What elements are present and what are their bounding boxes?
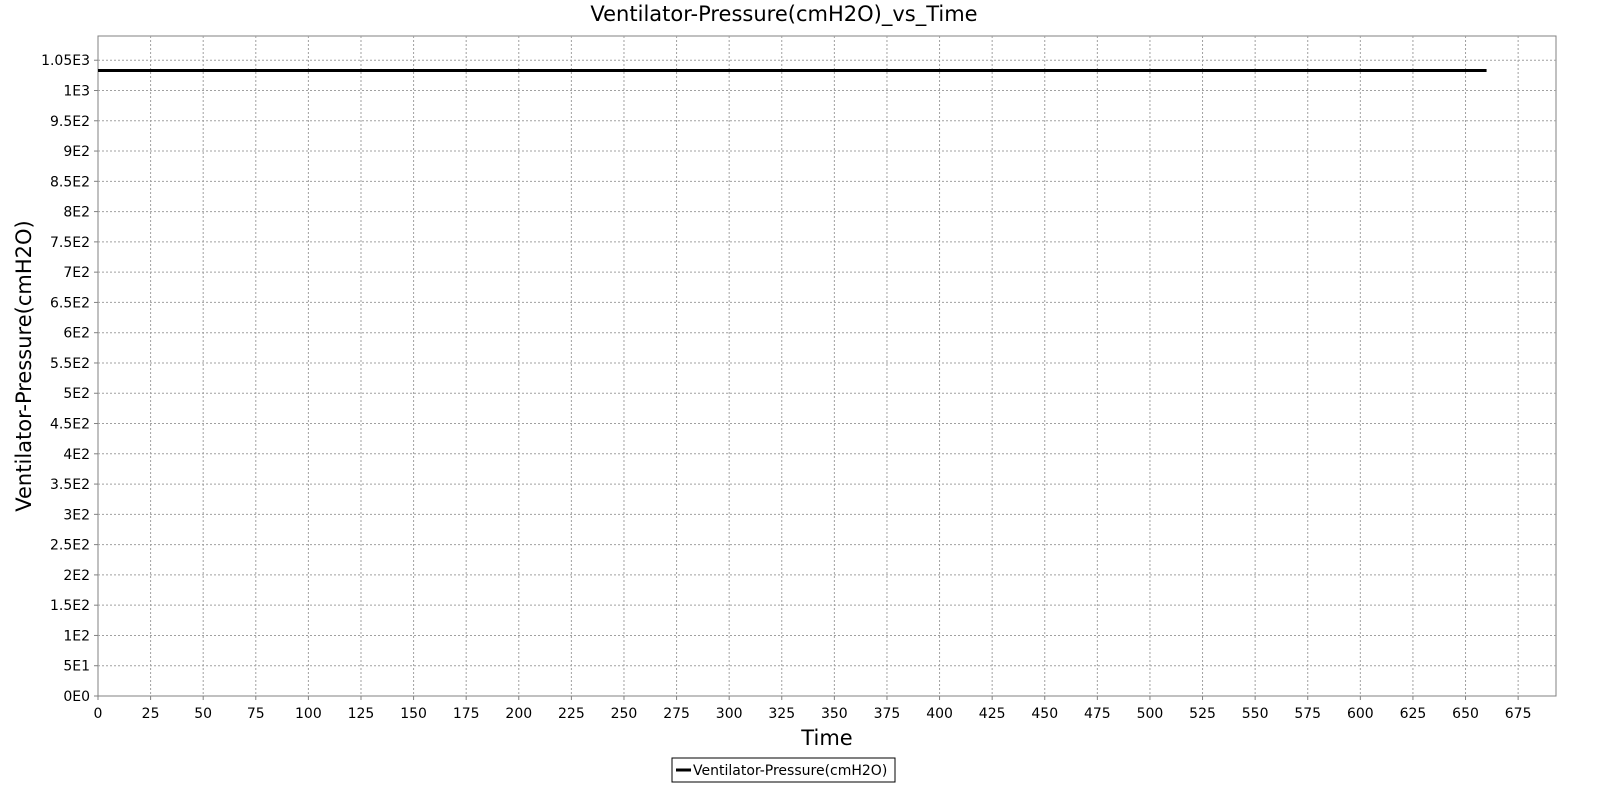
x-tick-label: 125 <box>348 706 375 722</box>
x-tick-label: 150 <box>400 706 427 722</box>
x-tick-label: 250 <box>611 706 638 722</box>
x-tick-label: 0 <box>94 706 103 722</box>
chart-title: Ventilator-Pressure(cmH2O)_vs_Time <box>590 2 977 27</box>
y-tick-label: 5.5E2 <box>50 356 90 372</box>
y-tick-label: 8.5E2 <box>50 174 90 190</box>
y-tick-label: 1E2 <box>63 628 90 644</box>
x-tick-label: 600 <box>1347 706 1374 722</box>
y-axis-title: Ventilator-Pressure(cmH2O) <box>12 220 36 511</box>
legend: Ventilator-Pressure(cmH2O) <box>671 757 896 783</box>
y-tick-label: 1E3 <box>63 83 90 99</box>
x-tick-label: 225 <box>558 706 585 722</box>
x-tick-label: 575 <box>1294 706 1321 722</box>
y-tick-label: 3E2 <box>63 507 90 523</box>
x-axis-title: Time <box>800 726 852 750</box>
x-tick-label: 200 <box>505 706 532 722</box>
grid-lines <box>98 36 1556 696</box>
legend-label: Ventilator-Pressure(cmH2O) <box>693 763 887 779</box>
y-tick-label: 5E1 <box>63 659 90 675</box>
y-tick-label: 1.05E3 <box>41 53 90 69</box>
y-tick-label: 9E2 <box>63 144 90 160</box>
x-tick-label: 75 <box>247 706 265 722</box>
y-tick-label: 6E2 <box>63 326 90 342</box>
x-tick-label: 625 <box>1400 706 1427 722</box>
y-tick-label: 2E2 <box>63 568 90 584</box>
x-tick-label: 675 <box>1505 706 1532 722</box>
y-tick-label: 7.5E2 <box>50 235 90 251</box>
x-tick-label: 450 <box>1031 706 1058 722</box>
y-axis-ticks: 0E0 5E1 1E2 1.5E2 2E2 2.5E2 3E2 3.5E2 4E2 4.5E2 5E… <box>41 53 98 705</box>
x-tick-label: 650 <box>1452 706 1479 722</box>
x-tick-label: 425 <box>979 706 1006 722</box>
x-tick-label: 500 <box>1137 706 1164 722</box>
x-tick-label: 550 <box>1242 706 1269 722</box>
y-tick-label: 4E2 <box>63 447 90 463</box>
y-tick-label: 2.5E2 <box>50 538 90 554</box>
y-tick-label: 4.5E2 <box>50 417 90 433</box>
legend-box <box>671 757 896 783</box>
x-axis-ticks: 0 25 50 75 100 125 150 175 200 225 250 275 300 325 350… <box>94 696 1532 722</box>
x-tick-label: 275 <box>663 706 690 722</box>
y-tick-label: 6.5E2 <box>50 295 90 311</box>
x-tick-label: 350 <box>821 706 848 722</box>
y-tick-label: 8E2 <box>63 205 90 221</box>
y-tick-label: 0E0 <box>63 689 90 705</box>
y-tick-label: 3.5E2 <box>50 477 90 493</box>
x-tick-label: 400 <box>926 706 953 722</box>
y-tick-label: 5E2 <box>63 386 90 402</box>
x-tick-label: 375 <box>874 706 901 722</box>
y-tick-label: 9.5E2 <box>50 114 90 130</box>
y-tick-label: 7E2 <box>63 265 90 281</box>
x-tick-label: 100 <box>295 706 322 722</box>
x-tick-label: 475 <box>1084 706 1111 722</box>
x-tick-label: 175 <box>453 706 480 722</box>
x-tick-label: 25 <box>142 706 160 722</box>
plot-area <box>97 35 1557 697</box>
x-tick-label: 50 <box>194 706 212 722</box>
x-tick-label: 325 <box>768 706 795 722</box>
x-tick-label: 300 <box>716 706 743 722</box>
y-tick-label: 1.5E2 <box>50 598 90 614</box>
x-tick-label: 525 <box>1189 706 1216 722</box>
